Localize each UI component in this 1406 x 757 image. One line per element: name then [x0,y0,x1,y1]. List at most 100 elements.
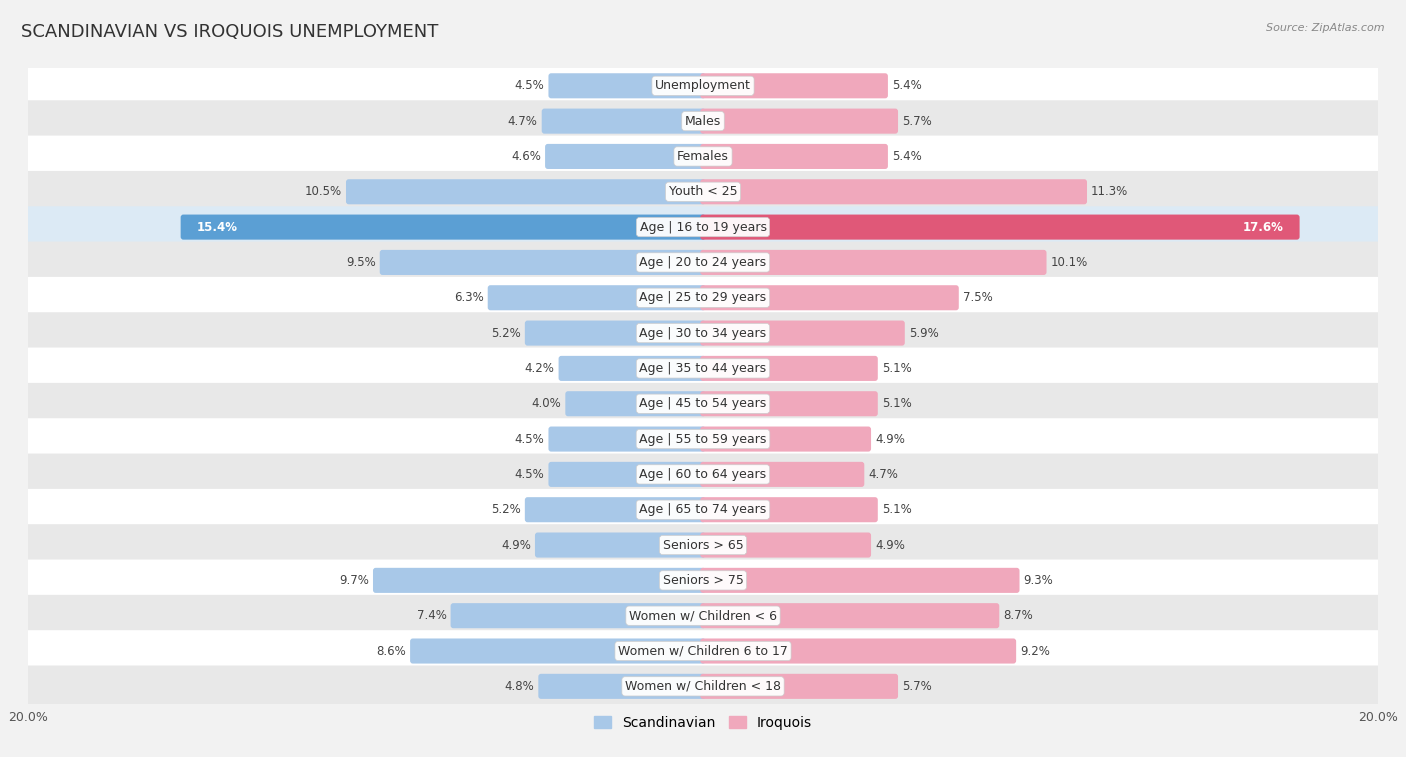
Text: Females: Females [678,150,728,163]
Text: 8.7%: 8.7% [1004,609,1033,622]
FancyBboxPatch shape [548,462,706,487]
FancyBboxPatch shape [22,206,1384,248]
Text: 11.3%: 11.3% [1091,185,1128,198]
FancyBboxPatch shape [524,320,706,346]
Text: Age | 25 to 29 years: Age | 25 to 29 years [640,291,766,304]
FancyBboxPatch shape [546,144,706,169]
FancyBboxPatch shape [558,356,706,381]
Text: 9.3%: 9.3% [1024,574,1053,587]
FancyBboxPatch shape [22,489,1384,531]
FancyBboxPatch shape [180,214,706,240]
FancyBboxPatch shape [488,285,706,310]
Text: 9.2%: 9.2% [1021,644,1050,658]
Text: 4.7%: 4.7% [508,114,537,128]
FancyBboxPatch shape [524,497,706,522]
FancyBboxPatch shape [700,144,889,169]
FancyBboxPatch shape [548,426,706,452]
FancyBboxPatch shape [700,603,1000,628]
FancyBboxPatch shape [700,250,1046,275]
FancyBboxPatch shape [22,171,1384,213]
Text: 5.1%: 5.1% [882,397,911,410]
Text: 7.4%: 7.4% [416,609,447,622]
Text: Age | 35 to 44 years: Age | 35 to 44 years [640,362,766,375]
Text: 5.7%: 5.7% [903,114,932,128]
FancyBboxPatch shape [22,136,1384,177]
FancyBboxPatch shape [22,347,1384,389]
Text: Seniors > 65: Seniors > 65 [662,538,744,552]
Text: 4.7%: 4.7% [869,468,898,481]
FancyBboxPatch shape [22,453,1384,495]
Text: 7.5%: 7.5% [963,291,993,304]
FancyBboxPatch shape [450,603,706,628]
Text: 4.5%: 4.5% [515,468,544,481]
Text: Age | 30 to 34 years: Age | 30 to 34 years [640,326,766,340]
Text: 6.3%: 6.3% [454,291,484,304]
FancyBboxPatch shape [22,241,1384,283]
FancyBboxPatch shape [411,638,706,664]
Text: Age | 16 to 19 years: Age | 16 to 19 years [640,220,766,234]
Text: 9.7%: 9.7% [339,574,368,587]
FancyBboxPatch shape [700,285,959,310]
FancyBboxPatch shape [22,630,1384,672]
Text: Males: Males [685,114,721,128]
FancyBboxPatch shape [22,383,1384,425]
Text: Age | 45 to 54 years: Age | 45 to 54 years [640,397,766,410]
FancyBboxPatch shape [700,568,1019,593]
Text: 5.4%: 5.4% [891,79,922,92]
FancyBboxPatch shape [700,214,1299,240]
FancyBboxPatch shape [22,559,1384,601]
FancyBboxPatch shape [22,418,1384,460]
FancyBboxPatch shape [700,320,905,346]
FancyBboxPatch shape [700,73,889,98]
Text: 4.5%: 4.5% [515,79,544,92]
FancyBboxPatch shape [548,73,706,98]
Text: 4.9%: 4.9% [875,538,905,552]
FancyBboxPatch shape [346,179,706,204]
FancyBboxPatch shape [380,250,706,275]
FancyBboxPatch shape [538,674,706,699]
Text: 4.2%: 4.2% [524,362,554,375]
Text: 5.1%: 5.1% [882,362,911,375]
FancyBboxPatch shape [700,356,877,381]
FancyBboxPatch shape [22,524,1384,566]
FancyBboxPatch shape [700,674,898,699]
Text: Unemployment: Unemployment [655,79,751,92]
Text: 17.6%: 17.6% [1243,220,1284,234]
Text: 10.1%: 10.1% [1050,256,1088,269]
FancyBboxPatch shape [700,532,872,558]
FancyBboxPatch shape [700,497,877,522]
FancyBboxPatch shape [700,179,1087,204]
Text: 5.9%: 5.9% [908,326,939,340]
Text: Seniors > 75: Seniors > 75 [662,574,744,587]
FancyBboxPatch shape [700,391,877,416]
Text: Age | 20 to 24 years: Age | 20 to 24 years [640,256,766,269]
FancyBboxPatch shape [22,665,1384,707]
Text: 9.5%: 9.5% [346,256,375,269]
Text: 4.6%: 4.6% [512,150,541,163]
Text: 5.1%: 5.1% [882,503,911,516]
Text: 4.0%: 4.0% [531,397,561,410]
FancyBboxPatch shape [373,568,706,593]
Text: 5.4%: 5.4% [891,150,922,163]
FancyBboxPatch shape [700,426,872,452]
Text: 5.2%: 5.2% [491,503,520,516]
FancyBboxPatch shape [22,100,1384,142]
FancyBboxPatch shape [534,532,706,558]
Text: Women w/ Children < 6: Women w/ Children < 6 [628,609,778,622]
FancyBboxPatch shape [541,108,706,134]
Text: 4.9%: 4.9% [501,538,531,552]
Text: 4.9%: 4.9% [875,432,905,446]
Text: Source: ZipAtlas.com: Source: ZipAtlas.com [1267,23,1385,33]
Text: 15.4%: 15.4% [197,220,238,234]
Text: 4.5%: 4.5% [515,432,544,446]
FancyBboxPatch shape [700,638,1017,664]
Text: Age | 60 to 64 years: Age | 60 to 64 years [640,468,766,481]
Text: 5.7%: 5.7% [903,680,932,693]
Text: 5.2%: 5.2% [491,326,520,340]
Legend: Scandinavian, Iroquois: Scandinavian, Iroquois [589,710,817,735]
FancyBboxPatch shape [700,462,865,487]
FancyBboxPatch shape [700,108,898,134]
Text: Youth < 25: Youth < 25 [669,185,737,198]
Text: Age | 55 to 59 years: Age | 55 to 59 years [640,432,766,446]
Text: Women w/ Children < 18: Women w/ Children < 18 [626,680,780,693]
